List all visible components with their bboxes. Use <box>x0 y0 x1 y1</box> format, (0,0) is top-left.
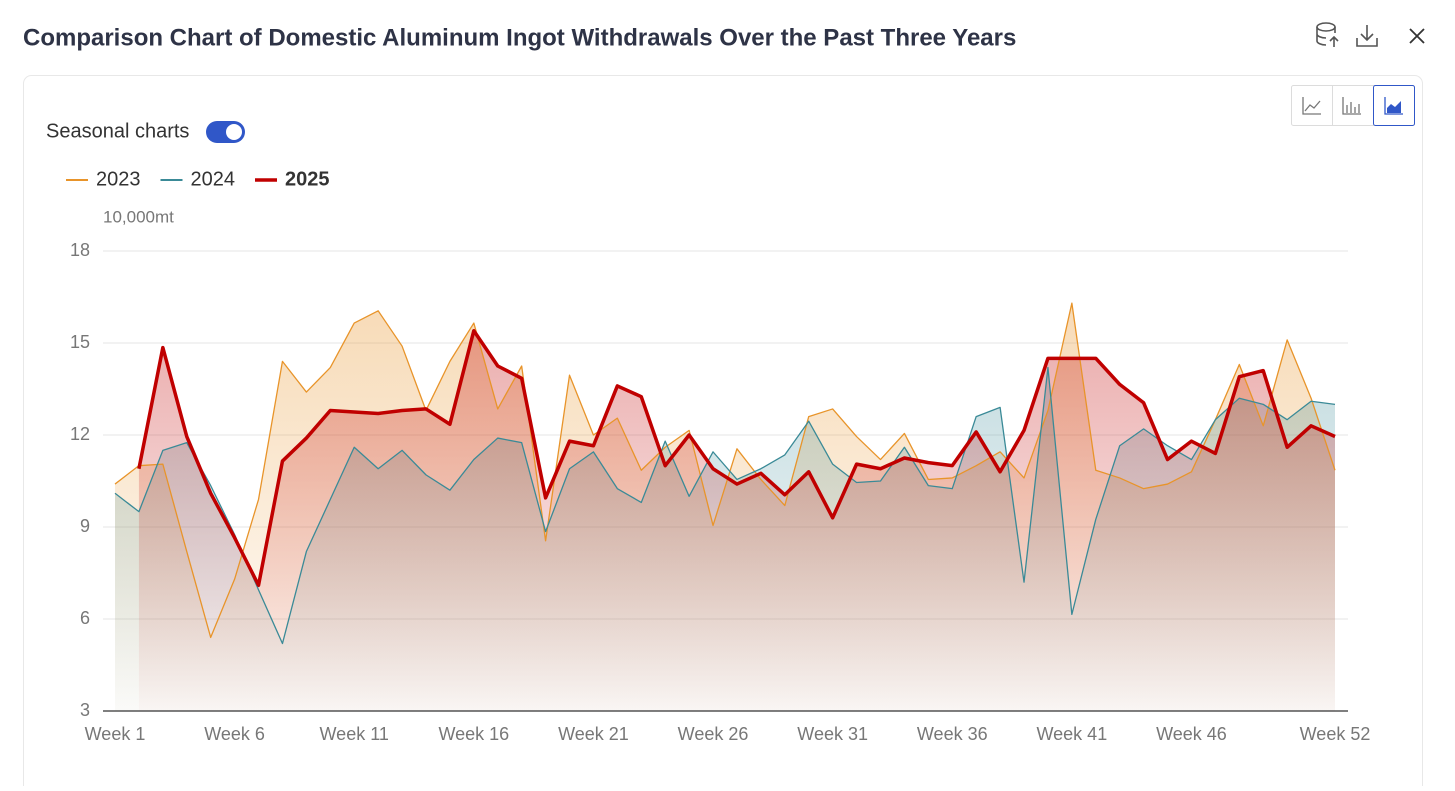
legend-label: 2025 <box>285 168 330 190</box>
seasonal-toggle[interactable] <box>206 121 245 143</box>
chart-type-switch <box>1291 85 1415 126</box>
toggle-label: Seasonal charts <box>46 120 189 142</box>
y-tick-label: 6 <box>80 608 90 628</box>
x-tick-label: Week 46 <box>1156 724 1227 744</box>
y-tick-label: 12 <box>70 424 90 444</box>
area-fill <box>138 330 1335 711</box>
x-tick-label: Week 1 <box>85 724 146 744</box>
x-tick-label: Week 36 <box>917 724 988 744</box>
bar-chart-button[interactable] <box>1342 97 1361 115</box>
y-tick-label: 3 <box>80 700 90 720</box>
series-line <box>114 302 1336 639</box>
chart-title: Comparison Chart of Domestic Aluminum In… <box>23 24 1016 51</box>
x-tick-label: Week 52 <box>1300 724 1371 744</box>
x-tick-label: Week 31 <box>797 724 868 744</box>
legend-label: 2024 <box>191 168 236 190</box>
close-icon[interactable] <box>1409 28 1425 44</box>
series-line <box>114 366 1336 645</box>
legend-label: 2023 <box>96 168 141 190</box>
y-tick-label: 15 <box>70 332 90 352</box>
download-icon[interactable] <box>1356 25 1378 47</box>
x-tick-label: Week 21 <box>558 724 629 744</box>
y-axis-unit: 10,000mt <box>103 207 174 226</box>
x-tick-label: Week 41 <box>1037 724 1108 744</box>
panel <box>23 75 1423 791</box>
area-chart-button[interactable] <box>1373 85 1415 126</box>
y-tick-label: 18 <box>70 240 90 260</box>
x-tick-label: Week 6 <box>204 724 265 744</box>
x-tick-label: Week 26 <box>678 724 749 744</box>
line-chart-button[interactable] <box>1302 97 1321 115</box>
y-tick-label: 9 <box>80 516 90 536</box>
database-icon[interactable] <box>1316 22 1339 47</box>
series-line <box>137 328 1336 588</box>
x-tick-label: Week 11 <box>320 724 389 744</box>
x-tick-label: Week 16 <box>438 724 509 744</box>
